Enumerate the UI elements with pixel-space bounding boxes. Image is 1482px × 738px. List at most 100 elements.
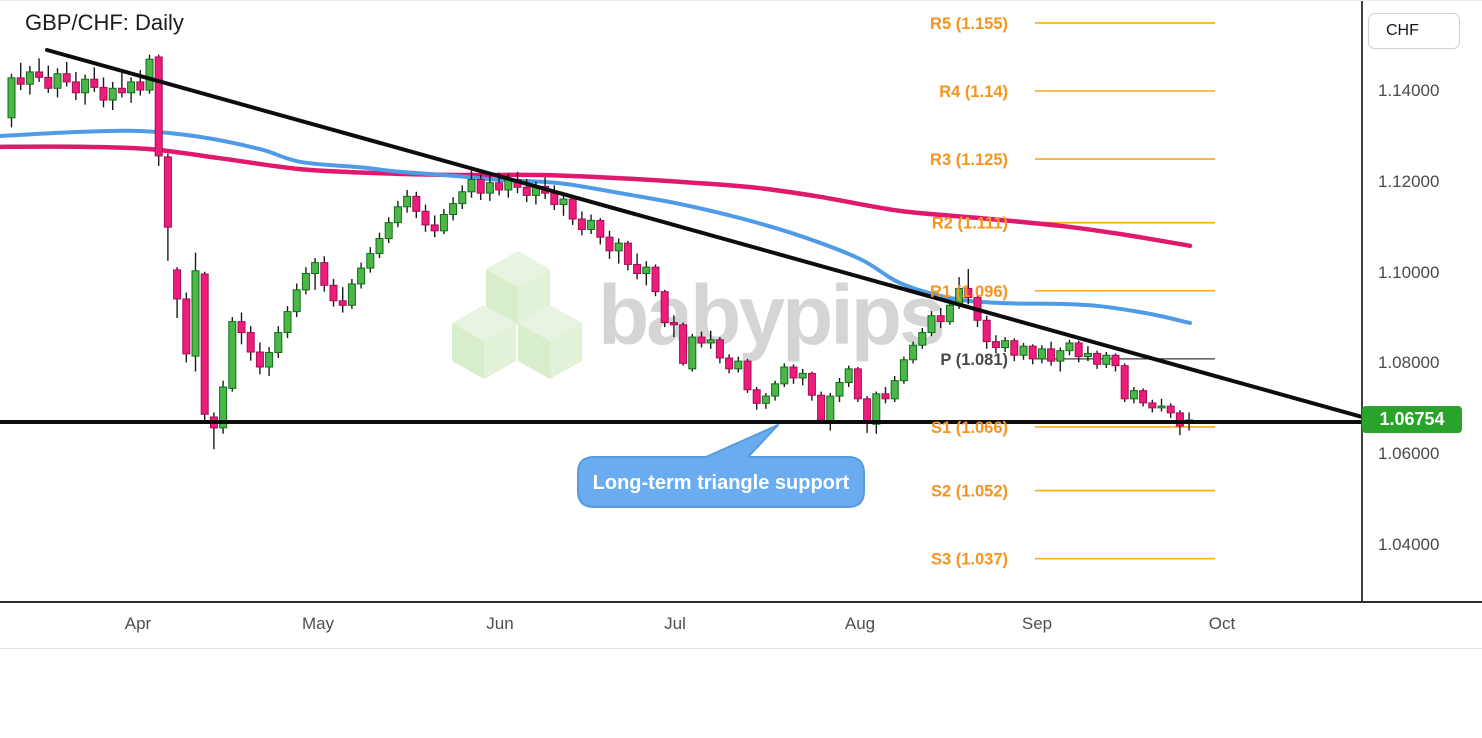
pivot-level-label: S1 (1.066): [931, 419, 1008, 437]
candle-up: [1102, 354, 1111, 365]
candle-down: [200, 273, 209, 415]
candle-down: [982, 319, 991, 343]
candle-down: [90, 78, 99, 88]
candle-down: [246, 332, 255, 353]
candle-down: [173, 269, 182, 300]
price-axis-label: 1.14000: [1378, 81, 1440, 100]
candle-down: [752, 389, 761, 404]
pivot-level-label: S3 (1.037): [931, 551, 1008, 569]
candle-up: [485, 182, 494, 194]
callout-bubble[interactable]: [577, 424, 865, 508]
candle-down: [669, 322, 678, 326]
candle-up: [25, 71, 34, 85]
candle-up: [145, 58, 154, 91]
price-chart-canvas[interactable]: Long-term triangle support R5 (1.155) R4 (…: [0, 1, 1362, 601]
candle-down: [605, 236, 614, 252]
candle-down: [1010, 340, 1019, 356]
candle-down: [991, 341, 1000, 349]
candle-down: [35, 71, 44, 78]
candle-down: [237, 321, 246, 334]
candle-down: [568, 198, 577, 220]
time-axis[interactable]: Apr May Jun Jul Aug Sep Oct: [0, 601, 1482, 649]
candle-down: [117, 87, 126, 94]
candle-down: [1047, 348, 1056, 362]
price-axis-label: 1.06000: [1378, 444, 1440, 464]
candle-up: [909, 344, 918, 361]
descending-trendline[interactable]: [45, 48, 1362, 419]
candle-up: [614, 242, 623, 252]
pivot-level-label: P (1.081): [940, 351, 1008, 369]
candle-down: [163, 156, 172, 228]
candle-up: [108, 87, 117, 101]
candle-down: [936, 315, 945, 323]
candle-down: [1166, 405, 1175, 414]
page-title: GBP/CHF: Daily: [25, 10, 184, 35]
candle-up: [228, 321, 237, 389]
candle-up: [945, 304, 954, 323]
pivot-level-label: R5 (1.155): [930, 15, 1008, 33]
candle-down: [1175, 412, 1184, 427]
pivot-level-label: R4 (1.14): [939, 83, 1008, 101]
candle-up: [274, 332, 283, 354]
candle-up: [706, 339, 715, 344]
candle-up: [449, 203, 458, 215]
candle-down: [430, 224, 439, 232]
candle-down: [44, 76, 53, 89]
candle-down: [62, 73, 71, 83]
ma-fast-blue-line: [0, 128, 1192, 325]
candle-down: [550, 192, 559, 205]
candle-up: [191, 270, 200, 357]
candle-up: [53, 73, 62, 89]
candle-up: [301, 273, 310, 291]
candle-up: [219, 386, 228, 429]
candle-up: [265, 352, 274, 368]
candle-up: [403, 195, 412, 208]
pivot-level-label: R2 (1.111): [932, 215, 1008, 233]
candle-up: [559, 198, 568, 206]
candle-up: [384, 222, 393, 240]
pivot-level-label: S2 (1.052): [931, 483, 1008, 501]
chart-pane[interactable]: babypips Long-term triangle support R5 (1…: [0, 1, 1362, 601]
candle-down: [99, 86, 108, 101]
candle-up: [872, 393, 881, 425]
currency-chf-button[interactable]: CHF: [1368, 13, 1460, 49]
candle-down: [1148, 402, 1157, 409]
candle-down: [1074, 342, 1083, 358]
candle-up: [467, 179, 476, 193]
price-axis[interactable]: CHF 1.14000 1.12000 1.10000 1.08000 1.06000 1…: [1362, 1, 1482, 649]
candle-down: [863, 398, 872, 424]
price-axis-label: 1.04000: [1378, 535, 1440, 554]
candle-down: [1120, 365, 1129, 400]
time-axis-label: Aug: [844, 614, 876, 633]
candle-down: [789, 366, 798, 379]
candle-down: [522, 186, 531, 196]
candle-up: [366, 253, 375, 269]
candle-up: [798, 372, 807, 379]
time-axis-label: Jul: [664, 614, 686, 633]
candle-down: [697, 336, 706, 344]
candle-down: [679, 324, 688, 364]
candle-up: [1037, 348, 1046, 360]
candle-up: [347, 283, 356, 306]
candle-down: [660, 291, 669, 324]
candle-down: [71, 81, 80, 94]
candle-down: [154, 56, 163, 157]
candle-up: [393, 206, 402, 224]
candle-up: [283, 311, 292, 334]
candle-down: [136, 81, 145, 91]
candle-down: [421, 210, 430, 226]
candle-down: [853, 368, 862, 400]
time-axis-label: Apr: [124, 614, 152, 633]
candle-down: [338, 300, 347, 306]
candle-down: [577, 218, 586, 230]
callout-text: Long-term triangle support: [593, 472, 850, 494]
candle-down: [495, 182, 504, 191]
candle-down: [651, 266, 660, 293]
pivot-level-label: R3 (1.125): [930, 151, 1008, 169]
candle-up: [844, 368, 853, 383]
candle-up: [1065, 342, 1074, 352]
candle-up: [357, 267, 366, 285]
candle-down: [817, 394, 826, 421]
candle-up: [642, 266, 651, 275]
